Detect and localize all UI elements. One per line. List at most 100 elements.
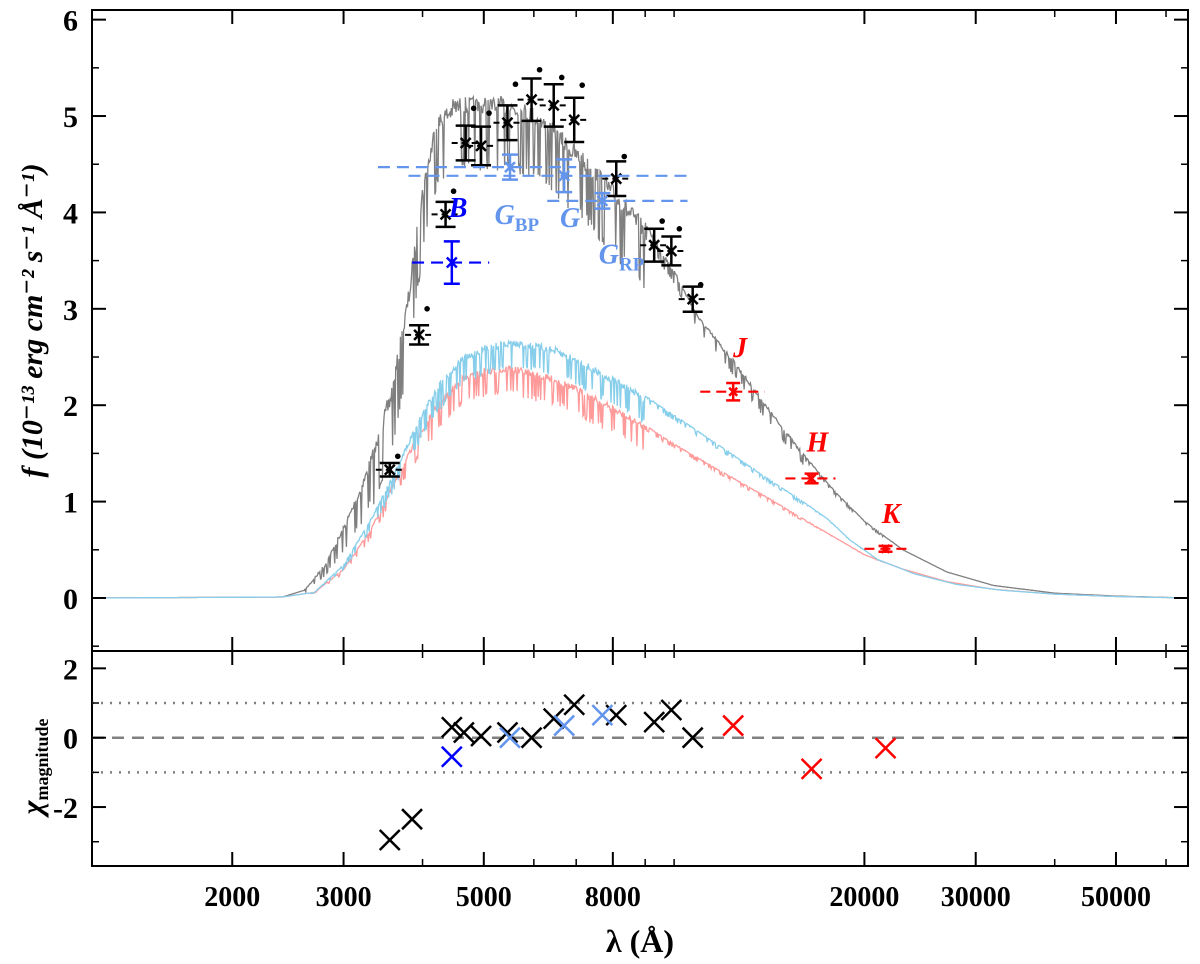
- model-synthetic-point: [536, 66, 543, 73]
- residual-marker: [470, 725, 492, 747]
- model-synthetic-point: [579, 82, 586, 88]
- residual-axis-ticks: 2 0 -2: [53, 653, 1188, 843]
- residual-marker: [378, 829, 401, 851]
- photometry-marker: [880, 543, 891, 554]
- residual-marker: [681, 726, 704, 749]
- photometry-marker: [383, 463, 396, 476]
- residual-marker: [520, 726, 543, 749]
- x-tick-label: 50000: [1081, 882, 1151, 913]
- model-synthetic-point: [394, 453, 401, 460]
- y-tick-label: 0: [63, 723, 78, 756]
- x-tick-label: 20000: [829, 882, 899, 913]
- model-synthetic-point: [450, 188, 457, 195]
- photometry-marker: [501, 116, 514, 129]
- x-tick-label: 3000: [316, 882, 372, 913]
- residual-axis-title: χmagnitude: [16, 719, 52, 819]
- residual-marker: [643, 711, 666, 733]
- band-label-main: H: [806, 427, 830, 458]
- band-label-main: B: [448, 193, 468, 224]
- model-synthetic-point: [558, 74, 565, 81]
- photometry-marker: [525, 93, 538, 106]
- photometry-marker: [686, 293, 699, 306]
- model-synthetic-point: [424, 306, 430, 312]
- residual-panel: 2 0 -2 χmagnitude: [16, 650, 1189, 867]
- residual-marker: [542, 707, 565, 730]
- band-label-main: K: [881, 499, 903, 530]
- residual-axis-title-main: χ: [16, 799, 49, 818]
- residual-marker: [401, 808, 423, 831]
- photometry-marker: [439, 208, 452, 221]
- photometry-marker: [568, 114, 581, 126]
- residual-panel-frame: [91, 650, 1189, 867]
- model-synthetic-point: [621, 153, 628, 160]
- band-label-sub: BP: [515, 215, 540, 236]
- y-tick-label: 2: [63, 653, 78, 686]
- residual-marker: [563, 693, 586, 716]
- residual-marker: [800, 758, 823, 780]
- photometry-marker: [475, 140, 487, 152]
- photometry-marker: [665, 245, 678, 257]
- photometry-marker: [728, 386, 739, 397]
- wavelength-axis: 2000 3000 5000 8000 20000 30000 50000: [204, 10, 1167, 913]
- model-synthetic-point: [676, 226, 683, 232]
- residual-marker: [660, 699, 683, 721]
- residual-marker: [496, 721, 519, 744]
- band-label: J: [732, 333, 748, 364]
- photometry-points: [375, 66, 909, 554]
- band-label-main: G: [560, 203, 580, 234]
- photometry-marker: [445, 256, 458, 269]
- band-label-main: J: [732, 333, 748, 364]
- model-synthetic-point: [659, 218, 665, 224]
- model-synthetic-point: [486, 110, 492, 116]
- residual-marker: [452, 721, 475, 744]
- band-label: B: [448, 193, 468, 224]
- spectrum-line: [92, 338, 1188, 599]
- residual-markers: [378, 693, 897, 851]
- band-label-main: G: [495, 200, 515, 231]
- residual-marker: [874, 737, 897, 759]
- flux-axis-title: f (10⁻¹³ erg cm⁻² s⁻¹ Å⁻¹): [16, 163, 49, 477]
- y-tick-label: 5: [63, 101, 78, 134]
- y-tick-label: -2: [53, 792, 78, 825]
- photometry-marker: [558, 169, 571, 182]
- x-tick-label: 30000: [941, 882, 1011, 913]
- y-tick-label: 2: [63, 390, 78, 423]
- wavelength-axis-title: λ (Å): [606, 923, 674, 959]
- model-spectra: [92, 94, 1188, 599]
- photometry-marker: [504, 161, 516, 174]
- residual-reference-lines: [92, 701, 1188, 774]
- photometry-marker: [547, 99, 560, 112]
- residual-marker: [591, 704, 614, 727]
- residual-marker: [722, 714, 745, 737]
- model-synthetic-point: [697, 281, 704, 288]
- y-tick-label: 0: [63, 583, 78, 616]
- y-tick-label: 3: [63, 294, 78, 327]
- photometry-marker: [596, 194, 609, 207]
- band-label: GBP: [495, 200, 540, 236]
- band-label: H: [806, 427, 830, 458]
- band-label: G: [560, 203, 580, 234]
- photometry-marker: [459, 137, 472, 149]
- residual-marker: [553, 714, 576, 737]
- flux-panel-frame: [91, 9, 1189, 652]
- band-label: GRP: [599, 240, 645, 276]
- x-tick-label: 8000: [585, 882, 641, 913]
- photometry-marker: [806, 473, 817, 484]
- band-label-sub: RP: [619, 255, 645, 276]
- spectrum-line: [92, 94, 1188, 599]
- y-tick-label: 6: [63, 5, 78, 38]
- photometry-marker: [413, 328, 425, 341]
- y-tick-label: 1: [63, 487, 78, 520]
- x-tick-label: 5000: [456, 882, 512, 913]
- photometry-marker: [648, 239, 661, 252]
- y-tick-label: 4: [63, 197, 78, 230]
- residual-axis-title-sub: magnitude: [32, 719, 52, 801]
- band-label: K: [881, 499, 903, 530]
- residual-marker: [440, 716, 463, 739]
- band-label-main: G: [599, 240, 619, 271]
- residual-marker: [440, 745, 463, 768]
- model-synthetic-point: [512, 81, 519, 88]
